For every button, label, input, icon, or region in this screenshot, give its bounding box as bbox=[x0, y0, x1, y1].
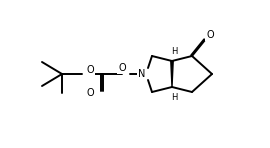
Text: O: O bbox=[118, 63, 126, 73]
Text: N: N bbox=[138, 69, 146, 79]
Text: O: O bbox=[86, 88, 94, 98]
Text: O: O bbox=[86, 65, 94, 75]
Text: O: O bbox=[206, 30, 214, 40]
Polygon shape bbox=[171, 61, 173, 87]
Text: H: H bbox=[171, 92, 177, 102]
Text: H: H bbox=[171, 46, 177, 56]
